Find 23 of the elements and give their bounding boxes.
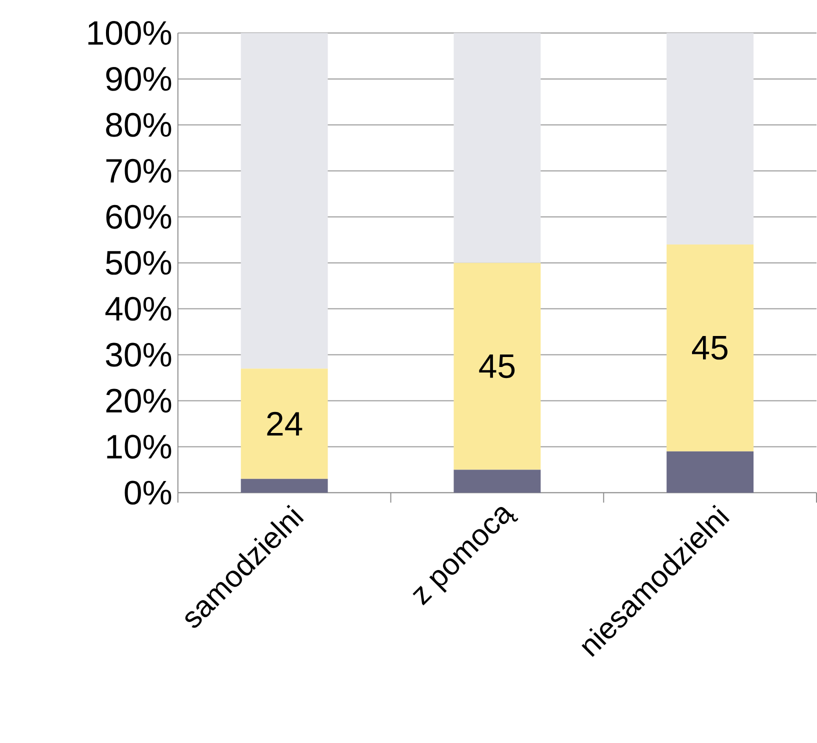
bar (666, 33, 754, 245)
y-tick-label: 20% (106, 388, 172, 413)
bar (454, 33, 541, 264)
y-tick-label: 80% (106, 113, 172, 138)
y-tick-label: 30% (106, 343, 172, 367)
y-tick-label: 50% (106, 251, 172, 276)
bar (666, 452, 754, 493)
bar (240, 33, 328, 369)
bar (454, 263, 541, 470)
y-tick-label: 10% (107, 434, 172, 459)
data-label: 24 (267, 412, 302, 436)
bar (240, 368, 328, 480)
y-tick-label: 60% (106, 205, 172, 230)
bar (240, 479, 328, 493)
bar (454, 470, 541, 493)
data-label: 45 (479, 354, 515, 378)
y-tick-label: 40% (105, 297, 172, 322)
y-tick-label: 100% (88, 21, 172, 46)
y-tick-label: 70% (106, 159, 172, 184)
data-label: 45 (692, 336, 728, 360)
y-tick-label: 0% (124, 480, 172, 505)
y-tick-label: 90% (106, 67, 172, 92)
bar (666, 244, 754, 452)
